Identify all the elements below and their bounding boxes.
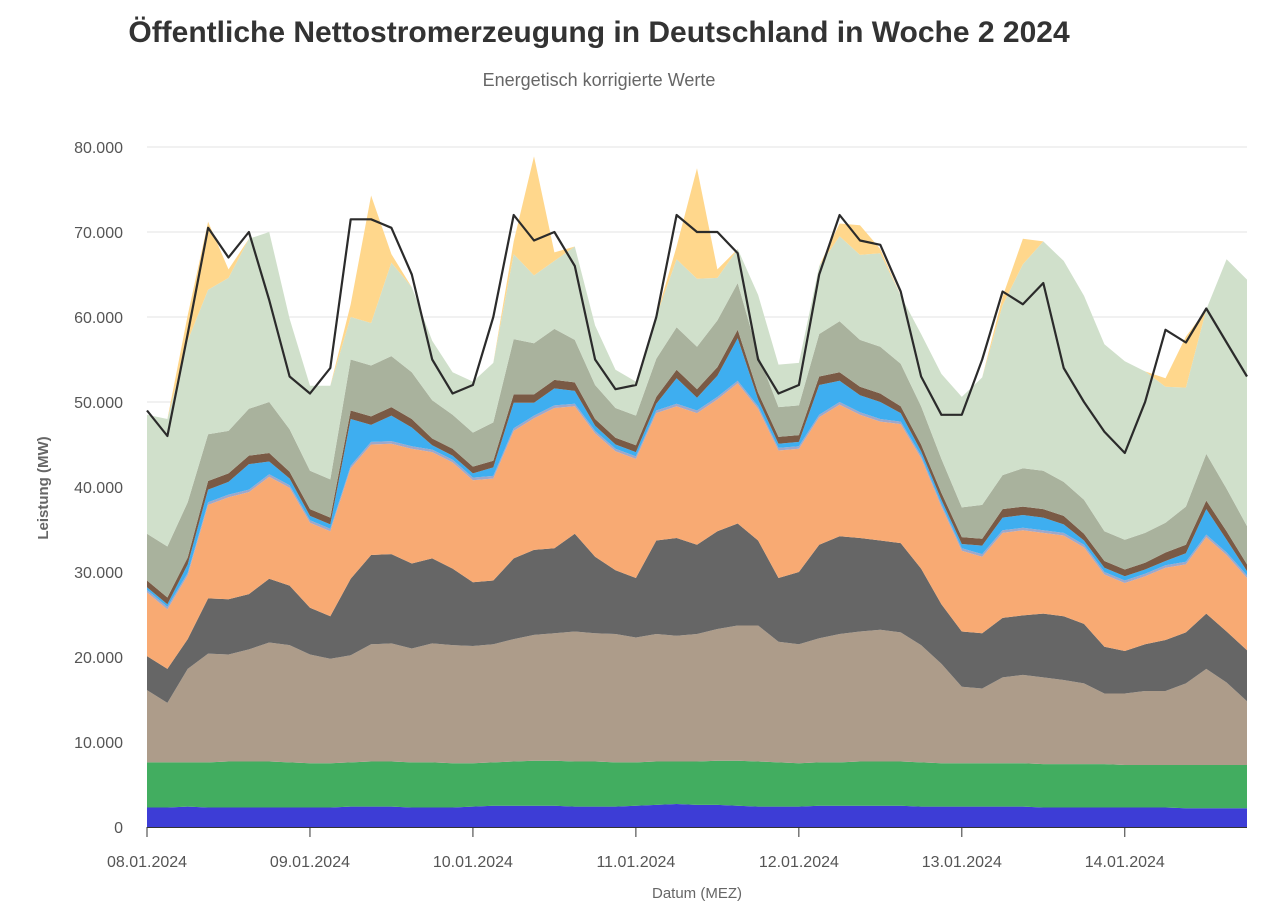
y-tick-label: 30.000 xyxy=(74,565,123,582)
y-tick-label: 50.000 xyxy=(74,395,123,412)
area-wasserkraft[interactable] xyxy=(147,804,1247,827)
y-tick-label: 0 xyxy=(114,820,123,837)
area-solar[interactable] xyxy=(147,156,1247,419)
area-erdgas[interactable] xyxy=(147,383,1247,669)
area-biomasse[interactable] xyxy=(147,760,1247,809)
y-tick-label: 60.000 xyxy=(74,310,123,327)
x-tick-label: 08.01.2024 xyxy=(107,854,187,871)
chart-title: Öffentliche Nettostromerzeugung in Deuts… xyxy=(128,16,1070,49)
x-tick-label: 14.01.2024 xyxy=(1085,854,1165,871)
x-tick-label: 12.01.2024 xyxy=(759,854,839,871)
y-tick-label: 20.000 xyxy=(74,650,123,667)
area-wind[interactable] xyxy=(147,232,1247,547)
y-tick-label: 40.000 xyxy=(74,480,123,497)
load-line[interactable] xyxy=(146,213,1248,455)
y-tick-label: 70.000 xyxy=(74,225,123,242)
x-tick-label: 09.01.2024 xyxy=(270,854,350,871)
y-tick-label: 10.000 xyxy=(74,735,123,752)
x-tick-label: 11.01.2024 xyxy=(596,854,675,871)
area-steinkohle[interactable] xyxy=(147,523,1247,703)
y-tick-label: 80.000 xyxy=(74,140,123,157)
y-axis-title: Leistung (MW) xyxy=(35,436,52,539)
stacked-areas xyxy=(147,156,1247,827)
x-axis-title: Datum (MEZ) xyxy=(652,885,742,902)
x-tick-label: 10.01.2024 xyxy=(433,854,513,871)
area-braunkohle[interactable] xyxy=(147,625,1247,766)
area-andere[interactable] xyxy=(147,283,1247,598)
axes: 0 10.000 20.000 30.000 40.000 50.000 60.000 70.… xyxy=(74,140,1247,871)
x-tick-label: 13.01.2024 xyxy=(922,854,1002,871)
area--l[interactable] xyxy=(147,380,1247,610)
load-line-layer xyxy=(146,213,1248,455)
chart-subtitle: Energetisch korrigierte Werte xyxy=(482,70,716,90)
